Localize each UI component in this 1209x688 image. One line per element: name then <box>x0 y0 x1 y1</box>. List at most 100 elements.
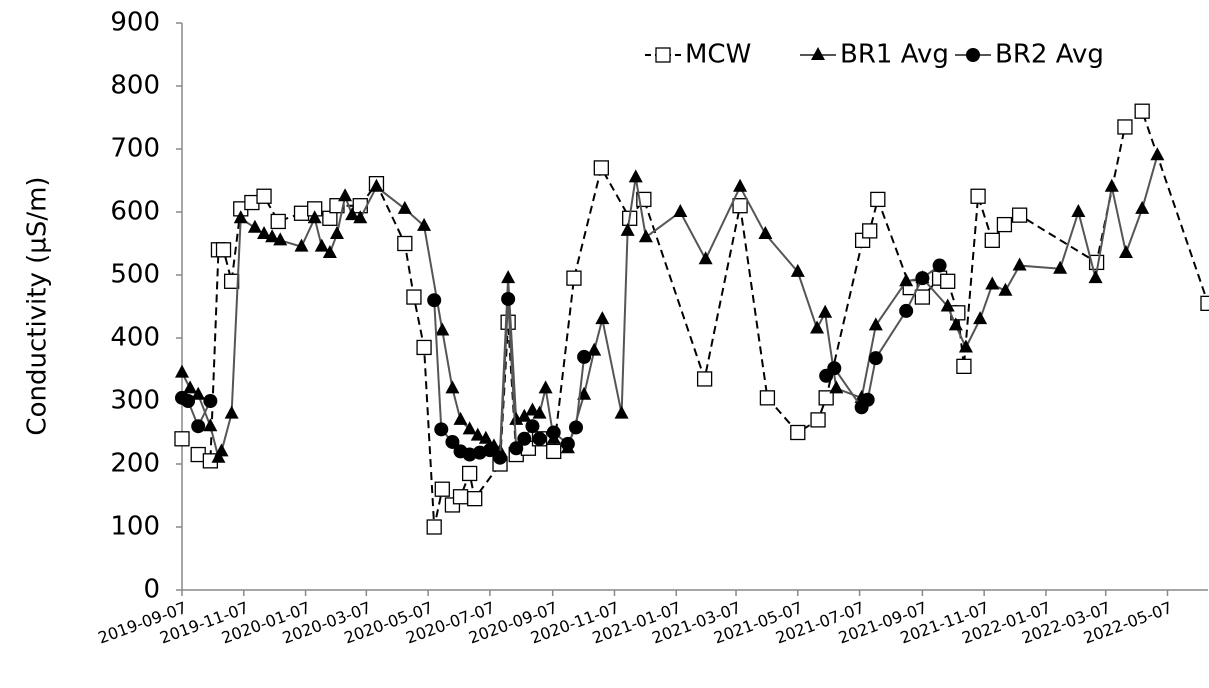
data-point <box>566 270 582 286</box>
data-point <box>1200 295 1209 312</box>
data-point <box>353 210 368 224</box>
data-point <box>322 244 337 258</box>
legend-marker <box>811 47 825 60</box>
data-point <box>985 276 1000 290</box>
data-point <box>915 271 930 286</box>
data-point <box>435 322 450 336</box>
data-point <box>860 392 875 407</box>
y-tick-label: 800 <box>110 71 160 101</box>
data-point <box>203 394 218 408</box>
data-point <box>818 390 834 406</box>
data-point <box>810 320 825 334</box>
data-point <box>417 217 432 231</box>
data-point <box>870 191 886 208</box>
data-point <box>265 229 280 243</box>
data-point <box>940 273 956 289</box>
data-point <box>1118 244 1133 258</box>
data-point <box>868 351 883 366</box>
data-point <box>501 270 516 284</box>
data-point <box>532 431 547 446</box>
y-tick-label: 400 <box>110 323 160 353</box>
data-point <box>1150 147 1165 161</box>
data-point <box>501 291 516 306</box>
data-point <box>452 489 469 505</box>
data-point <box>862 223 878 239</box>
y-axis-label: Conductivity (µS/m) <box>23 176 53 435</box>
data-point <box>434 481 450 497</box>
data-point <box>829 380 844 394</box>
data-point <box>273 232 288 246</box>
data-point <box>517 408 532 422</box>
data-point <box>1134 103 1150 119</box>
data-point <box>940 298 955 312</box>
legend-label: BR1 Avg <box>840 40 949 70</box>
data-point <box>397 200 412 214</box>
data-point <box>958 339 973 353</box>
data-point <box>256 188 272 204</box>
data-point <box>183 380 198 394</box>
data-point <box>827 361 842 376</box>
data-point <box>314 238 329 252</box>
data-point <box>329 226 344 240</box>
data-point <box>948 317 963 331</box>
data-point <box>899 303 914 318</box>
data-point <box>427 293 442 308</box>
data-point <box>593 160 609 176</box>
data-point <box>322 210 338 226</box>
data-point <box>614 405 629 419</box>
data-point <box>620 222 635 236</box>
y-tick-label: 0 <box>143 575 160 605</box>
series-line <box>181 155 1159 461</box>
data-point <box>984 232 1000 249</box>
data-point <box>307 210 322 224</box>
data-point <box>1012 257 1027 271</box>
data-point <box>369 178 384 192</box>
y-tick-label: 600 <box>110 197 160 227</box>
data-point <box>191 419 206 434</box>
data-point <box>790 424 806 441</box>
data-point <box>445 380 460 394</box>
data-point <box>174 431 190 447</box>
data-point <box>538 380 553 394</box>
data-point <box>899 273 914 287</box>
data-point <box>517 431 532 446</box>
data-point <box>416 339 432 356</box>
data-point <box>560 436 575 451</box>
data-point <box>732 198 748 214</box>
data-point <box>546 443 562 460</box>
data-point <box>1104 178 1119 192</box>
data-point <box>998 282 1013 296</box>
data-point <box>628 169 643 183</box>
y-tick-label: 500 <box>110 260 160 290</box>
data-point <box>673 204 688 217</box>
data-point <box>345 207 360 221</box>
data-point <box>482 443 497 458</box>
data-point <box>445 434 460 449</box>
data-point <box>577 386 592 400</box>
data-point <box>956 358 972 375</box>
data-point <box>932 258 947 273</box>
data-point <box>525 402 540 416</box>
data-point <box>493 450 508 465</box>
data-point <box>203 418 218 432</box>
y-tick-label: 100 <box>110 512 160 542</box>
data-point <box>587 342 602 356</box>
data-point <box>453 411 468 425</box>
data-point <box>696 371 713 387</box>
data-point <box>758 226 773 240</box>
data-point <box>397 235 413 252</box>
data-point <box>467 490 483 507</box>
legend-label: MCW <box>685 40 751 70</box>
data-point <box>546 425 561 440</box>
legend-marker <box>655 47 671 63</box>
data-point <box>1071 204 1086 217</box>
data-point <box>223 273 240 289</box>
data-point <box>1053 260 1068 274</box>
data-point <box>294 238 309 252</box>
y-tick-label: 900 <box>110 8 160 38</box>
data-point <box>733 178 748 192</box>
data-point <box>1135 200 1150 214</box>
data-point <box>434 422 449 437</box>
